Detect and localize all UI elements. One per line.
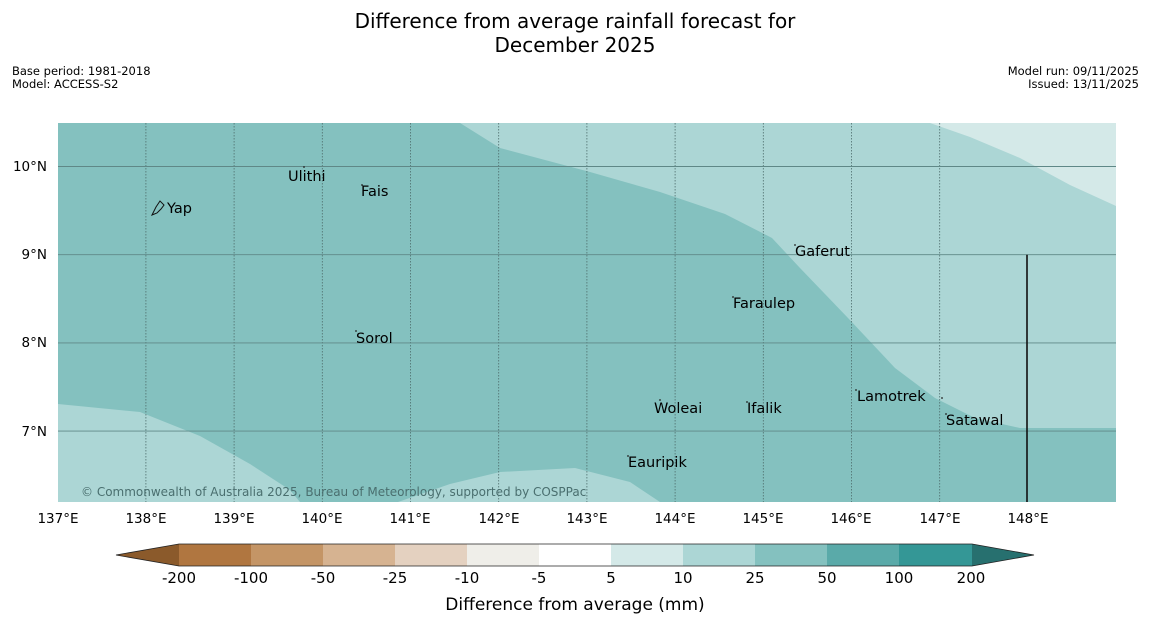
place-label-lamotrek: Lamotrek (857, 389, 926, 405)
place-label-sorol: Sorol (356, 331, 393, 347)
band-5-10-northeast (930, 123, 1116, 206)
colorbar-title: Difference from average (mm) (445, 595, 704, 615)
colorbar-tick: -10 (455, 569, 480, 587)
lat-tick: 8°N (22, 335, 47, 351)
colorbar-outline (115, 543, 1035, 567)
colorbar-tick: 5 (606, 569, 616, 587)
colorbar-tick-labels: -200 -100 -50 -25 -10 -5 5 10 25 50 100 … (162, 569, 985, 587)
colorbar-swatch (323, 544, 395, 566)
map-area: Yap Ulithi Fais Sorol Gaferut Faraulep W… (58, 123, 1116, 502)
colorbar-extend-low (116, 544, 179, 566)
band-10-25-south (398, 468, 660, 502)
colorbar: -200 -100 -50 -25 -10 -5 5 10 25 50 100 … (115, 543, 1035, 615)
colorbar-swatch (683, 544, 755, 566)
colorbar-swatch (395, 544, 467, 566)
colorbar-tick: -200 (162, 569, 196, 587)
place-label-faraulep: Faraulep (733, 296, 795, 312)
colorbar-tick: 100 (885, 569, 914, 587)
place-label-woleai: Woleai (654, 401, 702, 417)
place-label-satawal: Satawal (946, 413, 1003, 429)
meta-left: Base period: 1981-2018 Model: ACCESS-S2 (12, 65, 151, 91)
lon-tick: 138°E (125, 511, 166, 527)
lon-tick: 145°E (742, 511, 783, 527)
colorbar-swatch (179, 544, 251, 566)
lon-tick: 146°E (830, 511, 871, 527)
title-line-2: December 2025 (494, 33, 656, 57)
lat-gridlines (58, 166, 1116, 432)
lon-tick: 140°E (301, 511, 342, 527)
lon-tick: 148°E (1007, 511, 1048, 527)
colorbar-swatch (827, 544, 899, 566)
issued-date: Issued: 13/11/2025 (1028, 77, 1139, 91)
colorbar-tick: 200 (957, 569, 986, 587)
meta-right: Model run: 09/11/2025 Issued: 13/11/2025 (1008, 65, 1139, 91)
colorbar-tick: 25 (745, 569, 764, 587)
colorbar-swatch (755, 544, 827, 566)
lon-tick-labels: 137°E 138°E 139°E 140°E 141°E 142°E 143°… (37, 511, 1048, 527)
lat-tick: 10°N (13, 159, 47, 175)
base-period: Base period: 1981-2018 (12, 64, 151, 78)
colorbar-swatch (899, 544, 972, 566)
place-label-yap: Yap (166, 201, 192, 217)
place-label-ulithi: Ulithi (288, 169, 326, 185)
lon-tick: 142°E (478, 511, 519, 527)
colorbar-tick: 10 (673, 569, 692, 587)
place-label-ifalik: Ifalik (747, 401, 782, 417)
place-label-fais: Fais (361, 184, 388, 200)
lon-tick: 147°E (919, 511, 960, 527)
lat-tick: 9°N (22, 247, 47, 263)
lon-tick: 141°E (389, 511, 430, 527)
copyright-notice: © Commonwealth of Australia 2025, Bureau… (81, 485, 586, 499)
colorbar-tick: -50 (311, 569, 336, 587)
lat-tick: 7°N (22, 424, 47, 440)
colorbar-swatch (539, 544, 611, 566)
map-title: Difference from average rainfall forecas… (0, 9, 1150, 57)
colorbar-tick: -25 (383, 569, 408, 587)
island-dots (303, 166, 947, 457)
lat-tick-labels: 10°N 9°N 8°N 7°N (13, 159, 47, 440)
model-name: Model: ACCESS-S2 (12, 77, 119, 91)
band-10-25-northeast (460, 123, 1116, 428)
lon-gridlines (145, 123, 941, 502)
title-line-1: Difference from average rainfall forecas… (354, 9, 796, 33)
colorbar-swatch (611, 544, 683, 566)
colorbar-tick: -100 (234, 569, 268, 587)
colorbar-extend-high (972, 544, 1034, 566)
place-label-gaferut: Gaferut (795, 244, 850, 260)
colorbar-tick: -5 (532, 569, 547, 587)
place-label-eauripik: Eauripik (628, 455, 687, 471)
lon-tick: 139°E (213, 511, 254, 527)
model-run: Model run: 09/11/2025 (1007, 64, 1139, 78)
yap-island-outline (150, 200, 165, 216)
lon-tick: 143°E (566, 511, 607, 527)
band-10-25-southwest (58, 404, 300, 502)
lon-tick: 144°E (654, 511, 695, 527)
colorbar-tick: 50 (817, 569, 836, 587)
lon-tick: 137°E (37, 511, 78, 527)
colorbar-swatch (467, 544, 539, 566)
colorbar-swatch (251, 544, 323, 566)
